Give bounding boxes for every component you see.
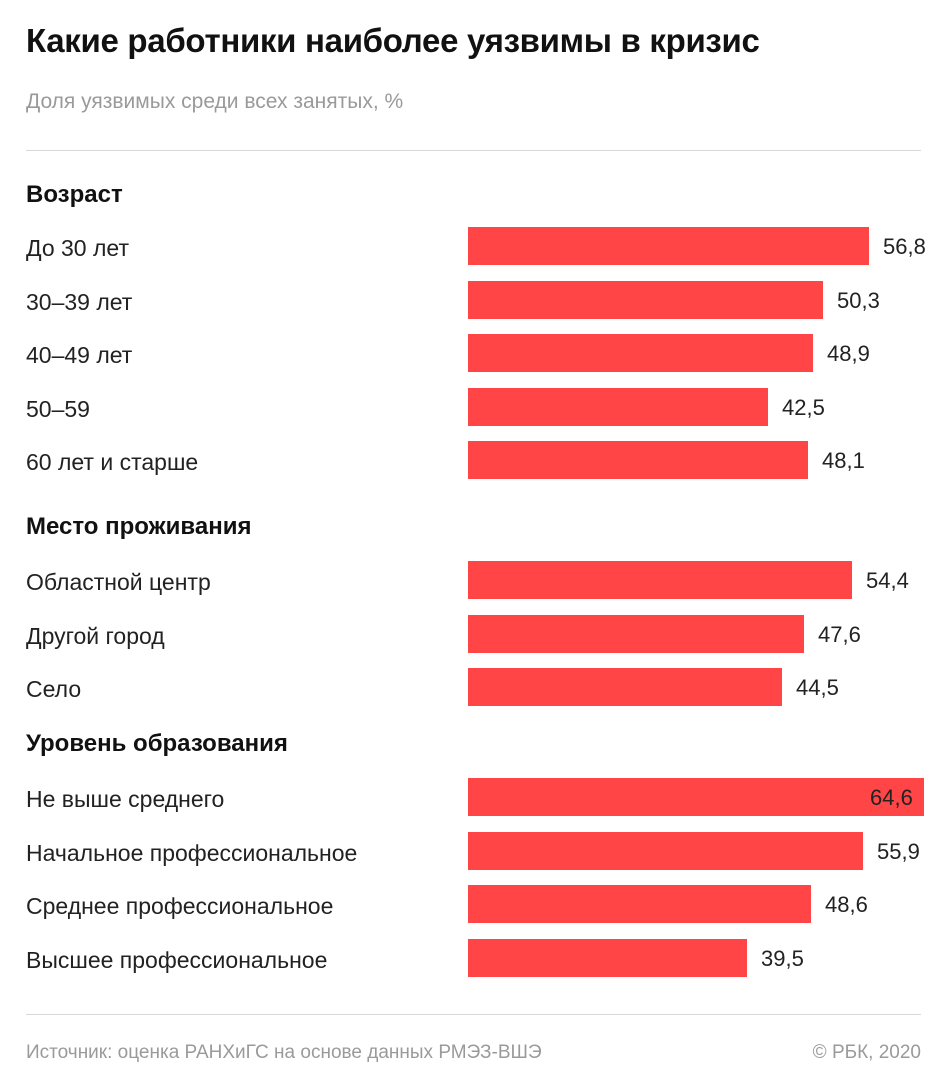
source-note: Источник: оценка РАНХиГС на основе данны… (26, 1042, 542, 1063)
chart-title: Какие работники наиболее уязвимы в кризи… (26, 22, 760, 59)
data-label: 44,5 (796, 675, 839, 700)
category-label: Среднее профессиональное (26, 893, 334, 919)
category-label: Другой город (26, 622, 165, 649)
bar (468, 778, 924, 816)
bar (468, 441, 808, 479)
category-label: Высшее профессиональное (26, 946, 328, 973)
category-label: Село (26, 676, 82, 702)
category-label: Начальное профессиональное (26, 839, 358, 866)
bar (468, 561, 852, 599)
bar (468, 387, 768, 426)
bar (468, 334, 813, 372)
section-title: Место проживания (26, 513, 252, 540)
category-label: До 30 лет (26, 235, 129, 261)
data-label: 39,5 (761, 945, 804, 971)
data-label: 48,9 (827, 341, 870, 366)
section-title: Уровень образования (26, 730, 288, 757)
section-title: Возраст (26, 181, 123, 208)
data-label: 56,8 (883, 234, 926, 259)
data-label: 48,6 (825, 892, 868, 917)
data-label: 48,1 (822, 448, 865, 473)
bar (468, 227, 869, 265)
category-label: Не выше среднего (26, 786, 225, 812)
bar (468, 280, 823, 319)
data-label: 47,6 (818, 621, 861, 647)
category-label: 40–49 лет (26, 342, 133, 368)
data-label: 55,9 (877, 838, 920, 864)
data-label: 54,4 (866, 568, 909, 593)
bar (468, 831, 863, 870)
category-label: 50–59 (26, 395, 90, 422)
bottom-divider (26, 1014, 921, 1015)
bar (468, 614, 804, 653)
bar (468, 938, 747, 977)
bar (468, 885, 811, 923)
copyright-note: © РБК, 2020 (812, 1042, 921, 1063)
category-label: 60 лет и старше (26, 449, 199, 475)
category-label: Областной центр (26, 569, 211, 595)
data-label: 42,5 (782, 394, 825, 420)
data-label: 50,3 (837, 287, 880, 313)
bar (468, 668, 782, 706)
top-divider (26, 150, 921, 151)
chart-subtitle: Доля уязвимых среди всех занятых, % (26, 90, 404, 113)
category-label: 30–39 лет (26, 288, 133, 315)
data-label: 64,6 (870, 785, 913, 810)
